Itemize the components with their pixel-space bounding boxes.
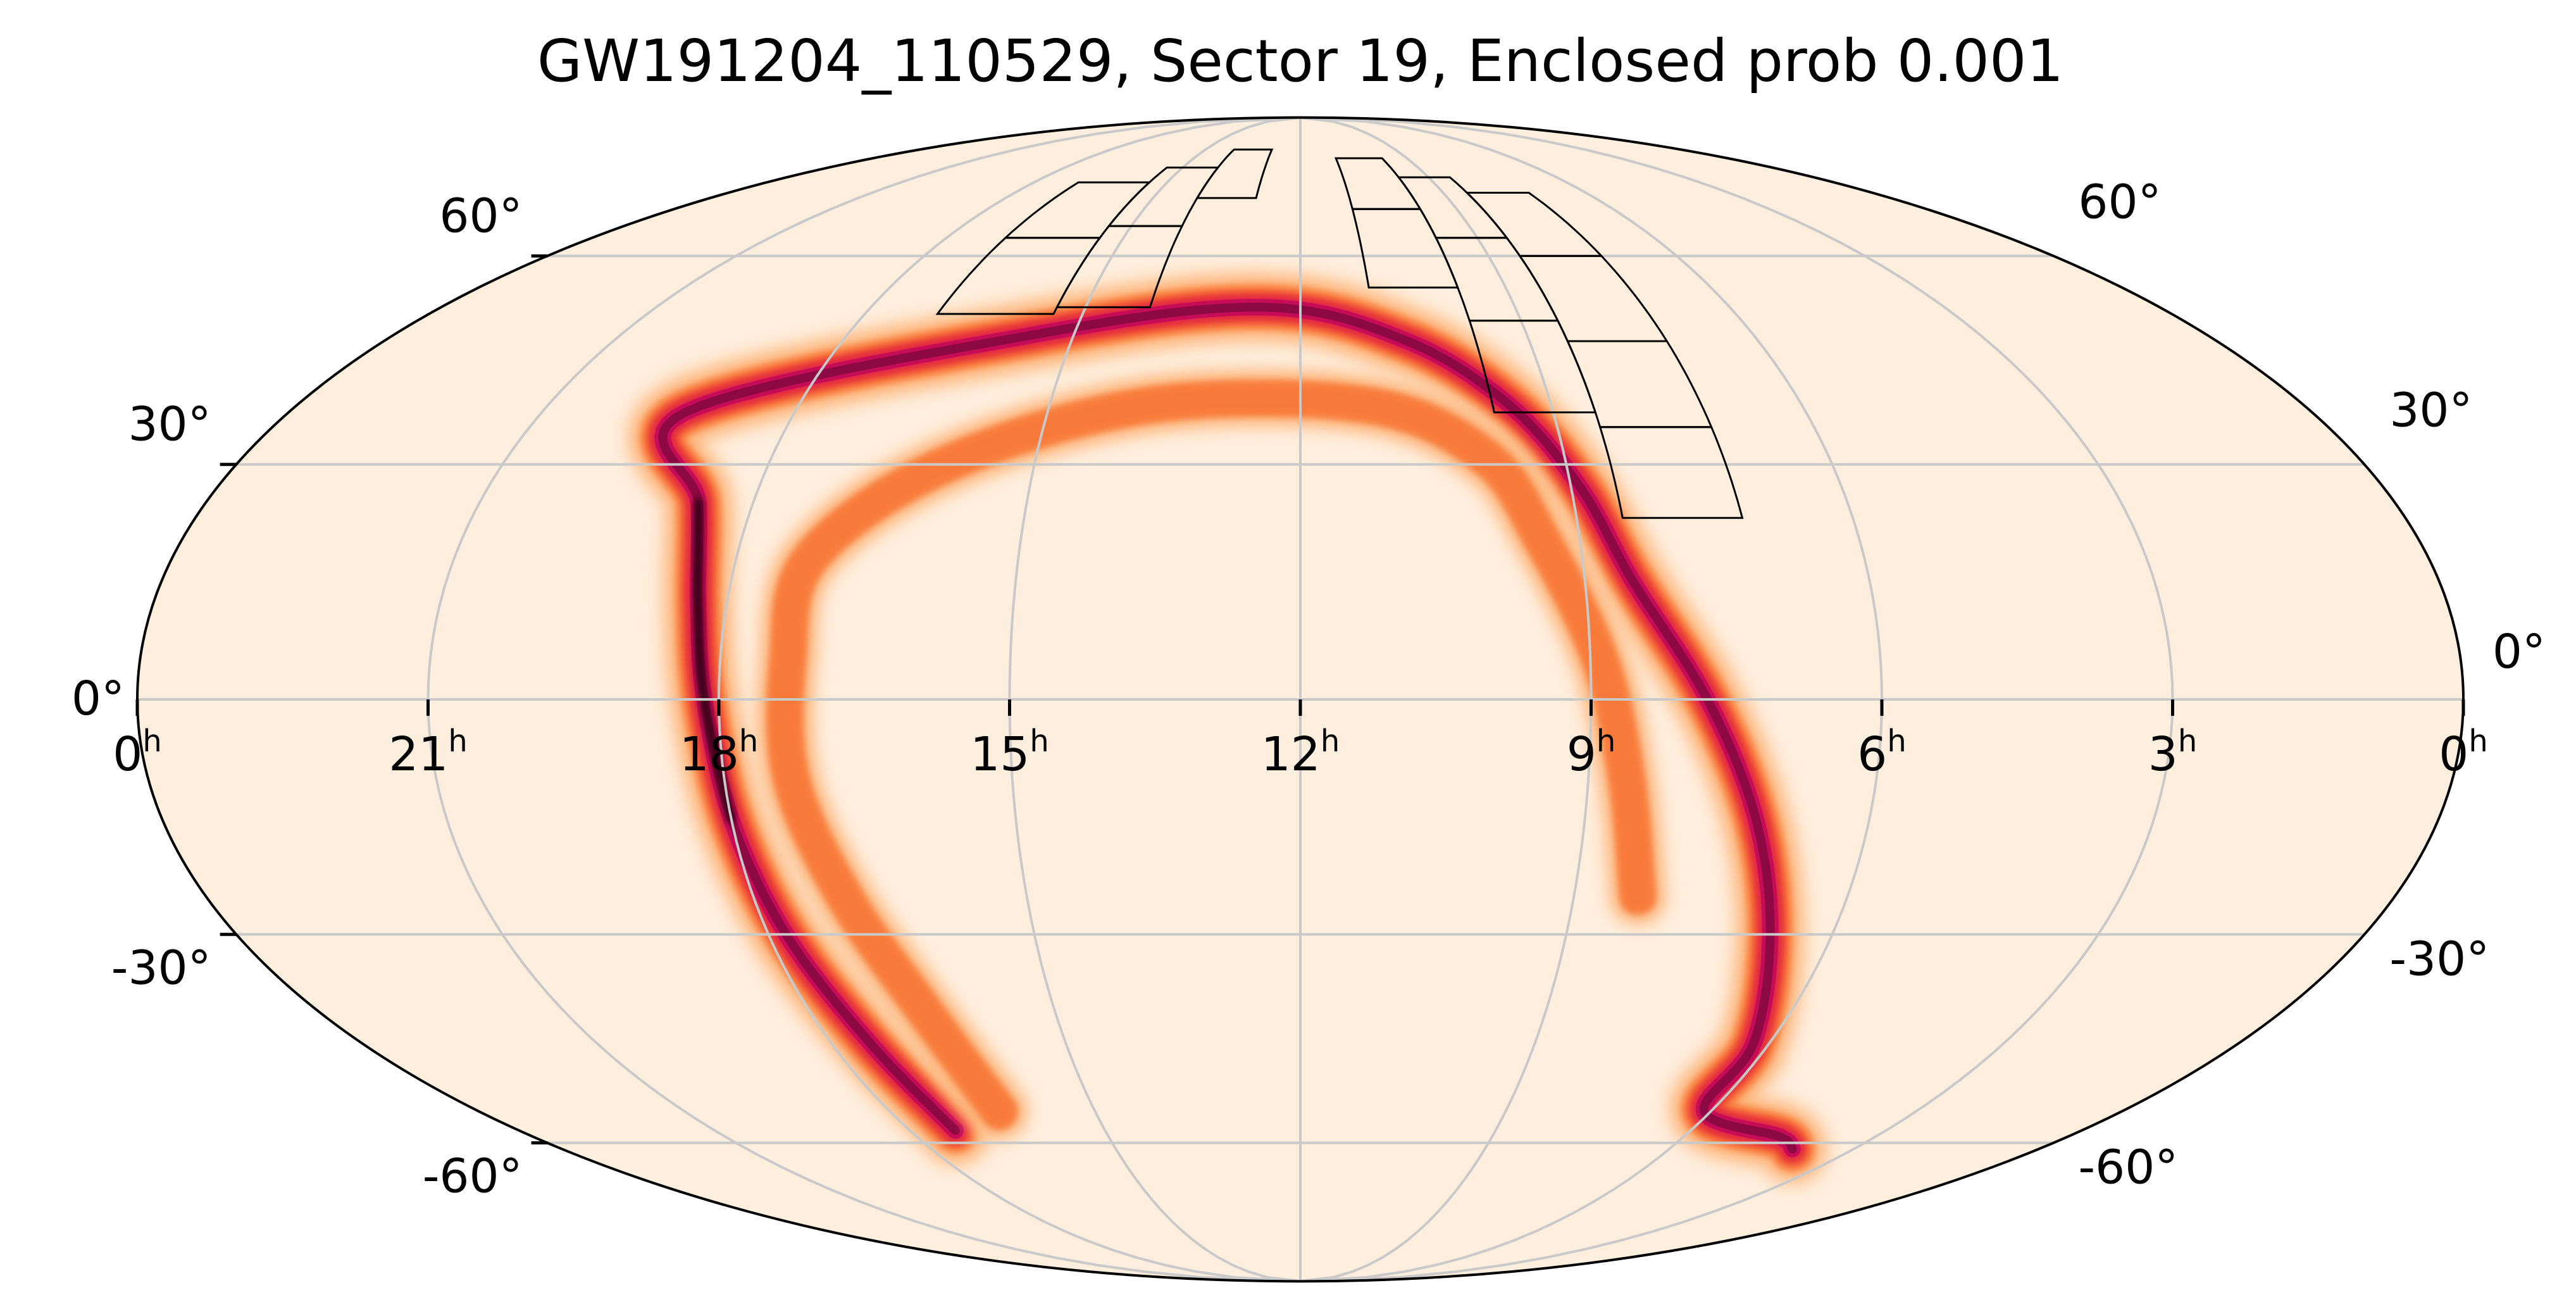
dec-tick-label-left: 0° (72, 672, 125, 726)
dec-tick-label-left: 30° (128, 397, 211, 452)
dec-tick-label-right: -30° (2389, 932, 2489, 986)
ccd-outline (1598, 426, 1744, 519)
dec-tick-label-left: 60° (439, 189, 522, 243)
ra-tick-labels: 0h 21h 18h 15h 12h 9h 6h 3h 0h (113, 699, 2488, 782)
dec-tick-label-right: 60° (2078, 175, 2161, 229)
ra-tick-label: 6h (1857, 723, 1907, 782)
dec-tick-label-left: -30° (111, 941, 211, 995)
ccd-outline (1195, 148, 1274, 199)
ra-tick-label: 18h (680, 723, 759, 782)
ccd-outline (1055, 225, 1184, 308)
dec-tick-label-left: -60° (423, 1149, 523, 1204)
tess-sector-footprint (935, 148, 1744, 519)
ccd-outline (935, 237, 1102, 315)
dec-tick-label-right: -60° (2078, 1141, 2178, 1195)
prob-peak-core (693, 497, 736, 823)
ra-tick-label: 0h (2439, 723, 2488, 782)
chart-title: GW191204_110529, Sector 19, Enclosed pro… (537, 27, 2063, 95)
dec-tick-label-right: 0° (2492, 625, 2546, 679)
dec-tick-labels: 60° 60° 30° 30° 0° 0° -30° -30° -60° -60° (72, 175, 2546, 1203)
dec-tick-label-right: 30° (2389, 384, 2472, 438)
